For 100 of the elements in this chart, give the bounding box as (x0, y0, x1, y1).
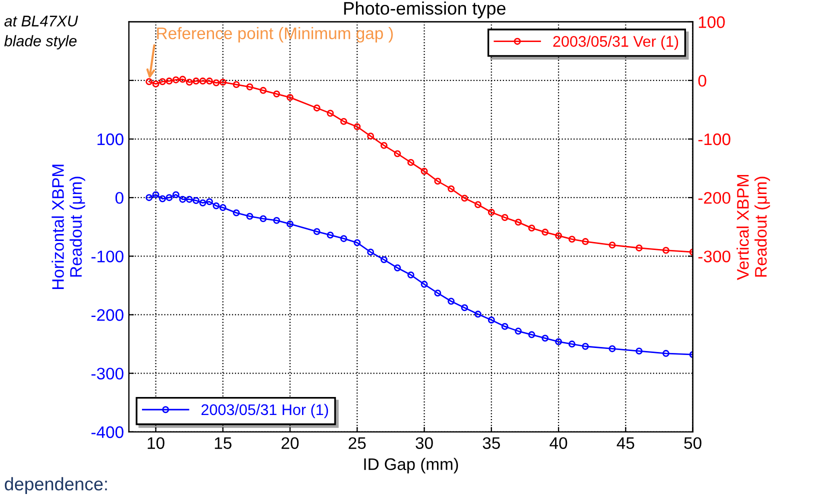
point (488, 316, 495, 324)
point (367, 132, 374, 140)
annotation: Reference point (Minimum gap ) (157, 26, 393, 43)
y-tick-label: -200 (91, 309, 124, 321)
legend-label: 2003/05/31 Ver (1) (553, 36, 678, 50)
point (219, 78, 226, 86)
point (152, 80, 160, 88)
point (232, 81, 240, 88)
point (166, 194, 173, 202)
point (186, 78, 193, 86)
point (514, 218, 522, 226)
point (326, 110, 334, 117)
point (662, 350, 670, 357)
point (448, 185, 455, 192)
point (212, 79, 220, 86)
point (172, 191, 180, 198)
point (159, 195, 166, 202)
point (394, 264, 401, 272)
point (461, 194, 468, 202)
y-tick-label: 0 (115, 192, 124, 204)
point (186, 196, 193, 203)
point (662, 246, 670, 254)
point (286, 220, 294, 228)
point (555, 338, 562, 346)
point (166, 78, 173, 84)
point (273, 90, 280, 98)
y2-tick-label: 100 (698, 16, 725, 28)
text: at BL47XU (4, 16, 78, 26)
point (407, 158, 414, 166)
text: Photo-emission type (344, 1, 506, 18)
point (448, 298, 455, 305)
point (380, 142, 388, 149)
point (179, 76, 186, 83)
point (260, 215, 267, 222)
y2-tick-label: 0 (698, 74, 706, 87)
point (354, 123, 361, 130)
y2-tick-label: -200 (698, 192, 730, 204)
point (219, 204, 226, 212)
point (394, 150, 401, 158)
point (568, 340, 576, 348)
y2-axis-title: Vertical XBPM Readout (μm) (736, 174, 770, 280)
point (380, 256, 388, 264)
y-tick-label: 100 (98, 133, 124, 146)
text: dependence: (4, 477, 107, 494)
point (407, 271, 414, 278)
point (192, 197, 200, 204)
point (326, 232, 334, 239)
point (528, 331, 536, 338)
point (260, 86, 267, 94)
point (608, 345, 616, 352)
point (146, 78, 153, 86)
point (206, 198, 213, 206)
point (246, 212, 254, 220)
point (434, 178, 442, 185)
x-tick-label: 15 (214, 437, 232, 449)
x-tick-label: 25 (348, 437, 366, 449)
point (636, 348, 643, 355)
point (313, 104, 320, 112)
y-tick-label: -400 (91, 426, 124, 438)
y-tick-label: -300 (91, 368, 124, 380)
point (340, 235, 348, 242)
x-tick-label: 40 (550, 437, 568, 449)
point (206, 78, 213, 84)
y-tick-label: -100 (91, 250, 124, 262)
point (501, 214, 508, 221)
point (608, 242, 616, 249)
x-tick-label: 10 (148, 437, 164, 449)
y2-tick-label: -300 (698, 250, 730, 262)
point (232, 209, 240, 216)
point (152, 191, 160, 198)
point (246, 83, 254, 90)
point (146, 194, 153, 202)
point (555, 232, 562, 240)
x-tick-label: 20 (282, 437, 299, 449)
y-axis-title: Horizontal XBPM Readout (μm) (52, 164, 86, 289)
point (461, 304, 468, 312)
point (273, 216, 280, 224)
point (474, 310, 482, 318)
point (542, 334, 549, 342)
y2-tick-label: -100 (698, 133, 730, 146)
point (488, 208, 495, 216)
point (367, 248, 374, 256)
point (340, 118, 348, 125)
point (172, 76, 180, 84)
point (192, 78, 200, 84)
point (542, 228, 549, 236)
point (434, 290, 442, 297)
point (212, 202, 220, 210)
point (286, 94, 294, 101)
point (528, 224, 536, 232)
x-tick-label: 30 (416, 437, 433, 449)
legend-label: 2003/05/31 Hor (1) (202, 404, 328, 418)
point (636, 244, 643, 252)
point (501, 322, 508, 330)
x-axis-title: ID Gap (mm) (364, 458, 458, 474)
point (582, 342, 589, 350)
point (568, 236, 576, 243)
x-tick-label: 45 (616, 437, 634, 449)
point (354, 239, 361, 246)
point (514, 328, 522, 335)
